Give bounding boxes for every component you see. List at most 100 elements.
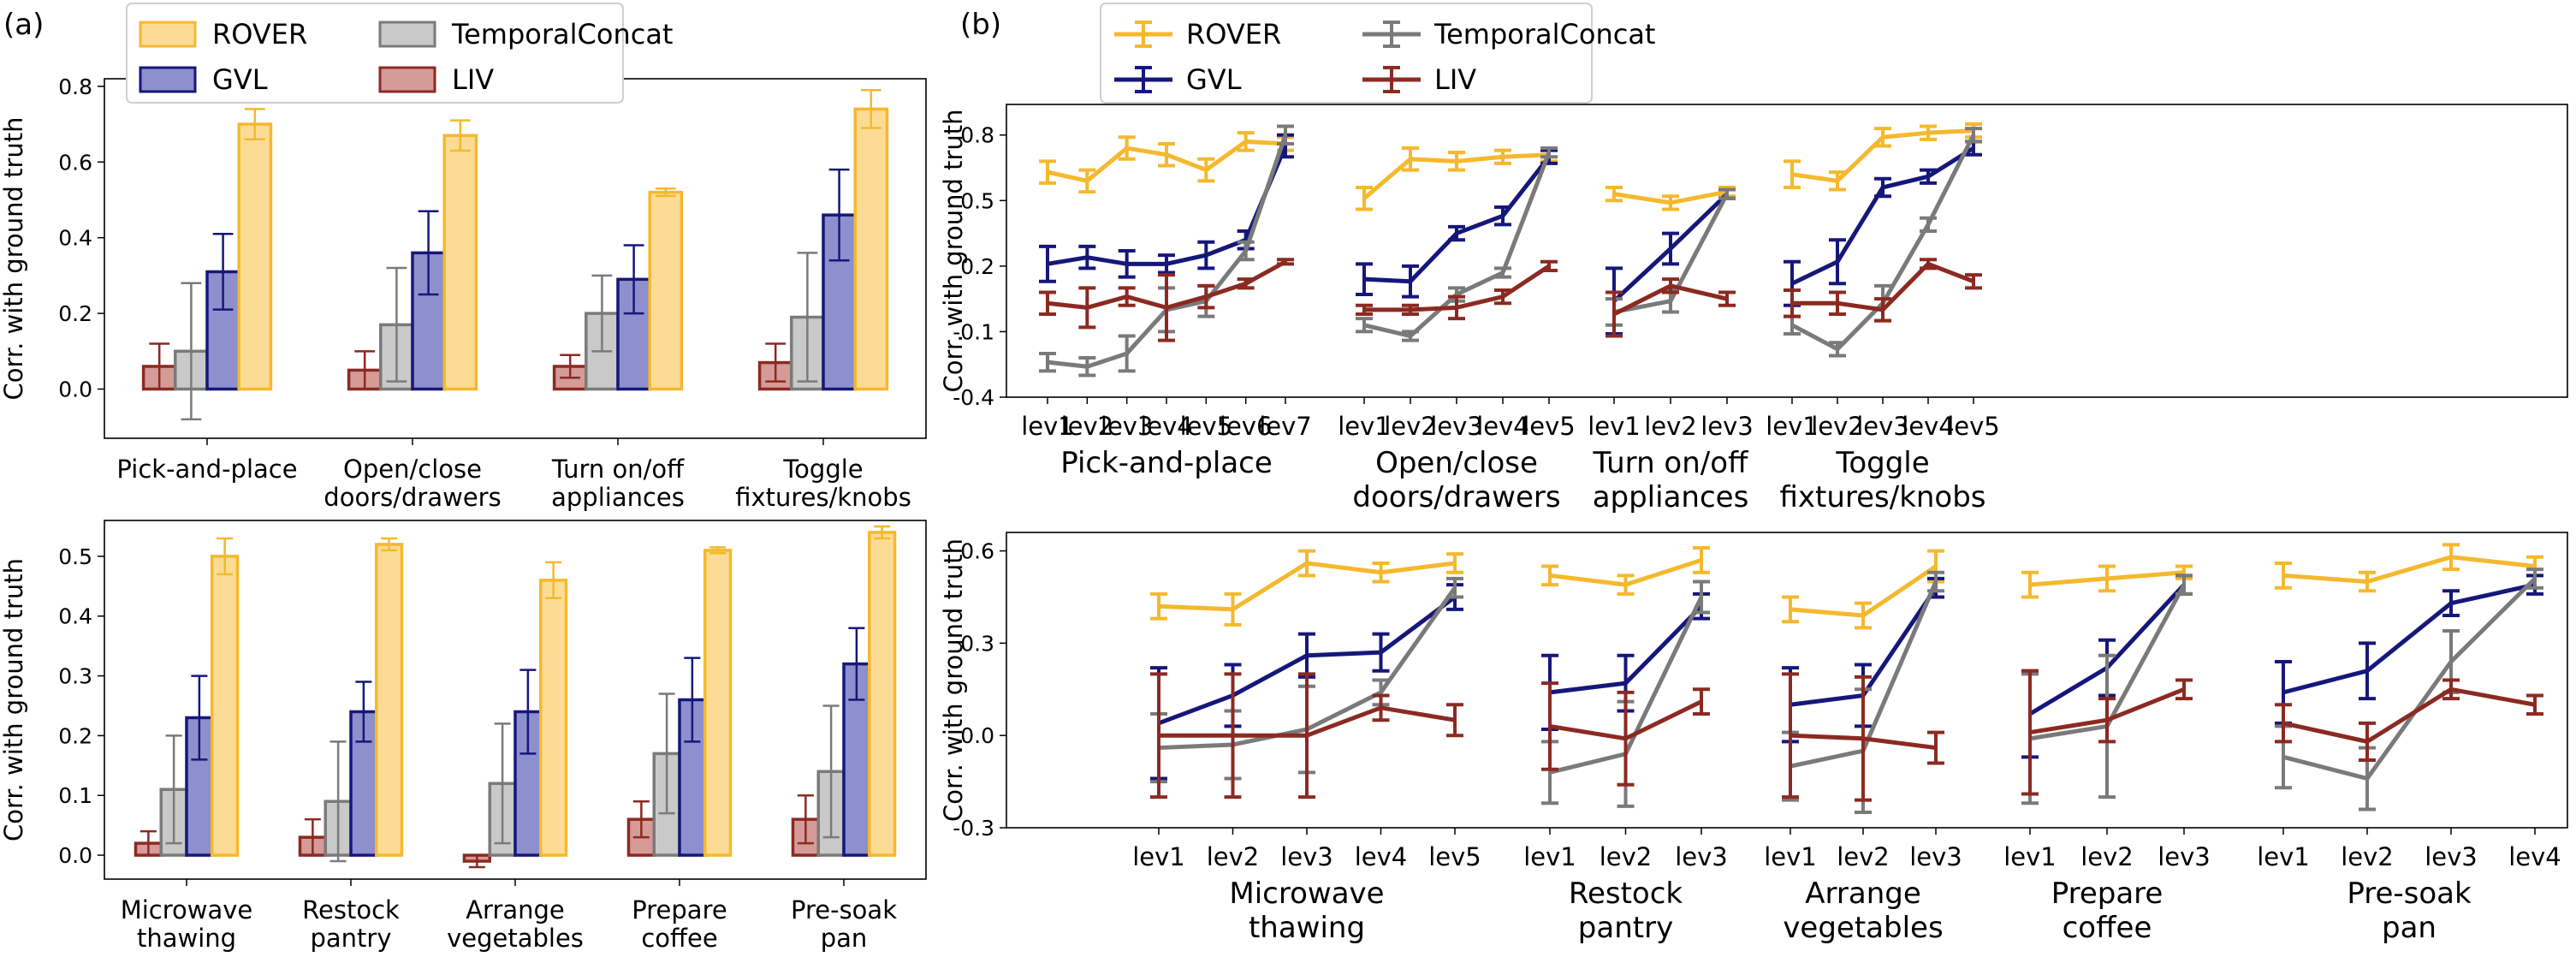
error-bar-gvl (212, 233, 234, 311)
series-line-gvl (2282, 582, 2536, 695)
error-bar-liv (1494, 288, 1511, 306)
x-group-label: Arrange vegetables (1783, 877, 1943, 945)
legend-frame (1100, 3, 1593, 104)
error-bar-liv (765, 342, 786, 383)
x-group-label: Restock pantry (1569, 877, 1683, 945)
error-bar-gvl (623, 244, 644, 315)
y-tick-label: 0.0 (58, 843, 92, 868)
error-bar-rover (1078, 168, 1096, 194)
error-bar-liv (2526, 693, 2543, 716)
error-bar-liv (1540, 259, 1558, 272)
error-bar-rover (1782, 595, 1799, 624)
error-bar-rover (1237, 131, 1255, 152)
error-bar-temporalconcat (1965, 127, 1982, 144)
x-level-label: lev2 (1644, 412, 1697, 441)
x-level-label: lev3 (2158, 842, 2211, 871)
x-level-label: lev3 (1280, 842, 1333, 871)
legend-label-temporalconcat: TemporalConcat (1433, 18, 1655, 51)
bar-rover (237, 122, 273, 391)
error-bar-temporalconcat (1494, 266, 1511, 279)
legend-label-gvl: GVL (212, 63, 268, 96)
legend-swatch-temporalconcat (378, 21, 436, 48)
error-bar-rover (1356, 185, 1373, 211)
y-tick-label: 0.4 (58, 604, 92, 629)
y-tick-label: 0.2 (58, 301, 92, 326)
x-group-label: Turn on/off appliances (1593, 446, 1749, 514)
y-tick-label: 0.3 (960, 631, 994, 656)
error-bar-liv (149, 342, 170, 390)
error-bar-liv (1402, 303, 1419, 317)
error-bar-gvl (1356, 262, 1373, 297)
x-level-label: lev5 (1522, 412, 1576, 441)
x-level-label: lev1 (1132, 842, 1185, 871)
bar-rover (539, 579, 568, 857)
error-bar-liv (1158, 273, 1175, 342)
y-tick-label: 0.8 (58, 74, 92, 99)
error-bar-rover (1298, 549, 1315, 578)
x-level-label: lev3 (1101, 412, 1154, 441)
error-bar-gvl (1197, 240, 1215, 270)
error-bar-gvl (1662, 231, 1679, 266)
error-bar-liv (1237, 277, 1255, 290)
error-bar-liv (1448, 294, 1465, 321)
error-bar-liv (139, 829, 157, 857)
x-level-label: lev4 (1140, 412, 1193, 441)
y-axis-label: Corr. with ground truth (939, 538, 968, 822)
y-tick-label: 0.5 (58, 544, 92, 569)
x-level-label: lev1 (1766, 412, 1819, 441)
error-bar-liv (1118, 286, 1136, 307)
error-bar-liv (1150, 672, 1167, 800)
error-bar-rover (381, 537, 398, 552)
error-bar-rover (1541, 564, 1558, 587)
error-bar-gvl (1118, 249, 1136, 279)
y-tick-label: 0.0 (960, 723, 994, 748)
error-bar-rover (1372, 561, 1390, 584)
x-category-label: Arrange vegetables (447, 895, 584, 953)
error-bar-temporalconcat (2175, 574, 2193, 596)
error-bar-rover (1617, 574, 1635, 596)
error-bar-liv (1718, 290, 1736, 307)
y-tick-label: 0.5 (960, 188, 994, 213)
x-level-label: lev4 (1902, 412, 1955, 441)
error-bar-rover (709, 546, 727, 555)
error-bar-gvl (191, 675, 208, 761)
error-bar-liv (1927, 730, 1944, 765)
x-level-label: lev2 (1811, 412, 1864, 441)
error-bar-temporalconcat (1784, 314, 1801, 336)
x-group-label: Microwave thawing (1229, 877, 1384, 945)
legend-label-liv: LIV (452, 63, 494, 96)
x-group-label: Toggle fixtures/knobs (1779, 446, 1985, 514)
error-bar-temporalconcat (1446, 576, 1463, 599)
error-bar-liv (797, 794, 814, 845)
series-line-liv (2282, 687, 2536, 744)
y-tick-label: 0.6 (960, 539, 994, 564)
error-bar-temporalconcat (494, 722, 511, 845)
bar-rover (703, 549, 733, 857)
error-bar-rover (1446, 552, 1463, 574)
error-bar-liv (1541, 681, 1558, 771)
error-bar-liv (304, 817, 321, 857)
x-level-label: lev3 (1675, 842, 1728, 871)
legend: ROVER GVL TemporalConcat LIV (1100, 3, 1655, 104)
error-bar-temporalconcat (1118, 334, 1136, 373)
error-bar-liv (1617, 690, 1635, 787)
error-bar-temporalconcat (1829, 341, 1846, 358)
x-level-label: lev3 (1909, 842, 1962, 871)
legend-label-temporalconcat: TemporalConcat (451, 18, 673, 51)
bar-rover (442, 134, 478, 391)
y-tick-label: 0.2 (960, 254, 994, 279)
panel-label-b: (b) (960, 8, 1001, 42)
error-bar-temporalconcat (1693, 580, 1710, 615)
error-bar-gvl (1494, 205, 1511, 227)
x-level-label: lev2 (1384, 412, 1437, 441)
bar-rover (648, 190, 684, 391)
series-line-rover (2282, 555, 2536, 584)
error-bar-liv (1855, 675, 1872, 802)
error-bar-rover (2021, 570, 2039, 599)
x-level-label: lev3 (1430, 412, 1483, 441)
legend-label-liv: LIV (1434, 63, 1476, 96)
x-level-label: lev1 (2257, 842, 2310, 871)
legend-label-rover: ROVER (1186, 18, 1281, 51)
error-bar-gvl (1874, 176, 1891, 199)
